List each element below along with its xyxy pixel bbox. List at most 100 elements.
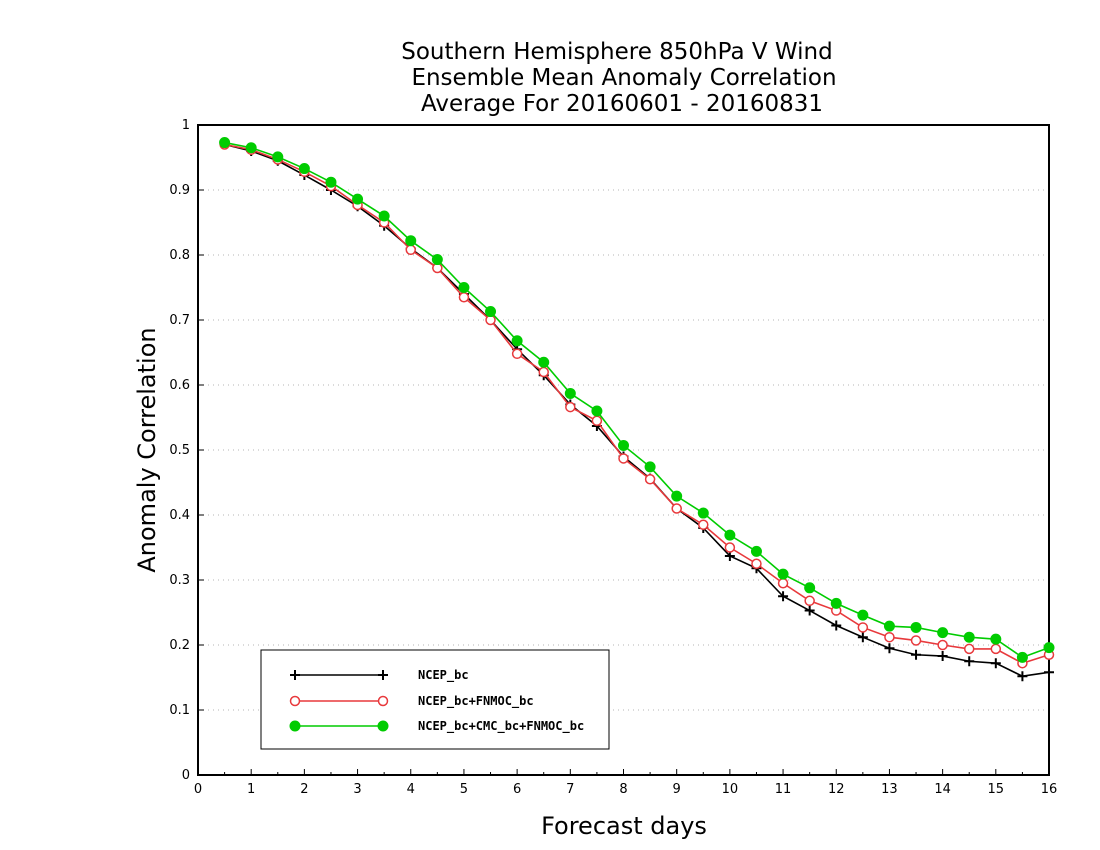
series-layer [219, 137, 1055, 682]
series-1-point-12 [538, 366, 549, 378]
x-tick-label-13: 13 [881, 782, 898, 797]
series-0-point-27 [937, 651, 948, 662]
x-tick-label-0: 0 [194, 782, 202, 797]
legend-marker-left-1 [289, 695, 301, 707]
legend: NCEP_bc NCEP_bc+FNMOC_bc NCEP_bc+CMC_bc+FN… [260, 649, 610, 750]
series-0-point-30 [1017, 671, 1028, 682]
title-line-1: Southern Hemisphere 850hPa V Wind [401, 39, 832, 65]
series-2-point-25 [883, 620, 895, 632]
series-2-point-10 [485, 306, 497, 318]
series-2-point-14 [591, 405, 603, 417]
y-tick-label-7: 0.7 [169, 313, 190, 328]
y-tick-label-8: 0.8 [169, 248, 190, 263]
series-0-point-26 [911, 649, 922, 660]
x-axis-ticks: 0 1 2 3 4 5 6 7 8 9 10 11 12 13 14 15 16 [194, 769, 1057, 797]
series-0-point-24 [857, 632, 868, 643]
x-tick-label-6: 6 [513, 782, 521, 797]
legend-marker-right-0 [378, 670, 388, 680]
y-tick-label-1: 0.1 [169, 703, 190, 718]
series-2-point-16 [644, 461, 656, 473]
series-2-point-13 [564, 387, 576, 399]
series-2-point-27 [937, 627, 949, 639]
series-2-point-4 [325, 176, 337, 188]
series-0-point-23 [831, 620, 842, 631]
series-2-point-1 [245, 142, 257, 154]
y-tick-label-4: 0.4 [169, 508, 190, 523]
series-1-point-29 [990, 643, 1002, 655]
legend-marker-right-1 [377, 695, 389, 707]
x-tick-label-9: 9 [673, 782, 681, 797]
title-line-2: Ensemble Mean Anomaly Correlation [411, 65, 836, 91]
x-tick-label-4: 4 [407, 782, 415, 797]
series-1-point-28 [963, 643, 975, 655]
legend-entry-1: NCEP_bc+FNMOC_bc [289, 694, 534, 709]
series-2-point-21 [777, 568, 789, 580]
x-tick-label-11: 11 [775, 782, 792, 797]
x-tick-label-15: 15 [988, 782, 1005, 797]
series-2-point-2 [272, 151, 284, 163]
series-1-point-27 [937, 639, 948, 651]
series-0-point-25 [884, 643, 895, 654]
series-2-point-11 [511, 335, 523, 347]
series-0-point-31 [1044, 667, 1054, 678]
series-0-point-22 [804, 605, 815, 616]
series-2-point-29 [990, 633, 1002, 645]
series-0 [219, 139, 1054, 682]
series-1-point-9 [458, 292, 470, 303]
legend-box [260, 649, 610, 750]
series-line-0 [224, 143, 1050, 678]
series-2-point-5 [352, 193, 364, 205]
y-tick-label-9: 0.9 [169, 183, 190, 198]
series-2-point-12 [538, 356, 550, 368]
y-tick-label-3: 0.3 [169, 573, 190, 588]
x-tick-label-14: 14 [934, 782, 951, 797]
series-2-point-23 [830, 597, 842, 609]
legend-label-1: NCEP_bc+FNMOC_bc [418, 694, 534, 709]
series-2-point-31 [1043, 642, 1055, 654]
legend-marker-left-0 [290, 670, 300, 680]
x-tick-label-1: 1 [247, 782, 255, 797]
x-tick-label-2: 2 [300, 782, 308, 797]
series-2-point-18 [697, 507, 709, 519]
series-2-point-30 [1016, 651, 1028, 663]
legend-label-0: NCEP_bc [418, 668, 469, 683]
series-1-point-14 [591, 415, 603, 426]
series-2-point-9 [458, 282, 470, 293]
series-1-point-15 [618, 453, 629, 464]
series-2-point-17 [671, 490, 683, 502]
series-1 [219, 139, 1055, 669]
x-tick-label-10: 10 [722, 782, 739, 797]
series-0-point-29 [990, 658, 1001, 669]
chart-title: Southern Hemisphere 850hPa V Wind Ensemb… [401, 39, 836, 117]
series-2-point-26 [910, 621, 922, 633]
legend-marker-left-2 [289, 720, 301, 732]
series-1-point-26 [910, 635, 922, 646]
series-2-point-22 [804, 582, 816, 594]
series-2-point-19 [724, 529, 736, 541]
y-axis-ticks: 0 0.1 0.2 0.3 0.4 0.5 0.6 0.7 0.8 0.9 1 [169, 118, 204, 783]
series-1-point-24 [857, 622, 869, 633]
y-tick-label-10: 1 [182, 118, 190, 133]
series-0-point-21 [778, 591, 789, 602]
x-tick-label-16: 16 [1041, 782, 1058, 797]
series-1-point-17 [671, 503, 682, 514]
series-2 [219, 137, 1055, 663]
series-line-1 [224, 143, 1050, 665]
y-tick-label-5: 0.5 [169, 443, 190, 458]
series-2-point-0 [219, 137, 231, 149]
x-axis-title: Forecast days [541, 812, 707, 840]
x-tick-label-5: 5 [460, 782, 468, 797]
series-2-point-8 [431, 254, 443, 266]
series-1-point-25 [884, 631, 895, 643]
y-axis-title: Anomaly Correlation [133, 327, 161, 572]
y-tick-label-2: 0.2 [169, 638, 190, 653]
series-1-point-7 [405, 244, 416, 256]
x-tick-label-8: 8 [619, 782, 627, 797]
series-1-point-16 [644, 474, 656, 485]
x-tick-label-12: 12 [828, 782, 845, 797]
title-line-3: Average For 20160601 - 20160831 [421, 91, 823, 117]
series-2-point-28 [963, 631, 975, 643]
legend-entry-2: NCEP_bc+CMC_bc+FNMOC_bc [289, 719, 584, 734]
y-tick-label-6: 0.6 [169, 378, 190, 393]
legend-label-2: NCEP_bc+CMC_bc+FNMOC_bc [418, 719, 584, 734]
